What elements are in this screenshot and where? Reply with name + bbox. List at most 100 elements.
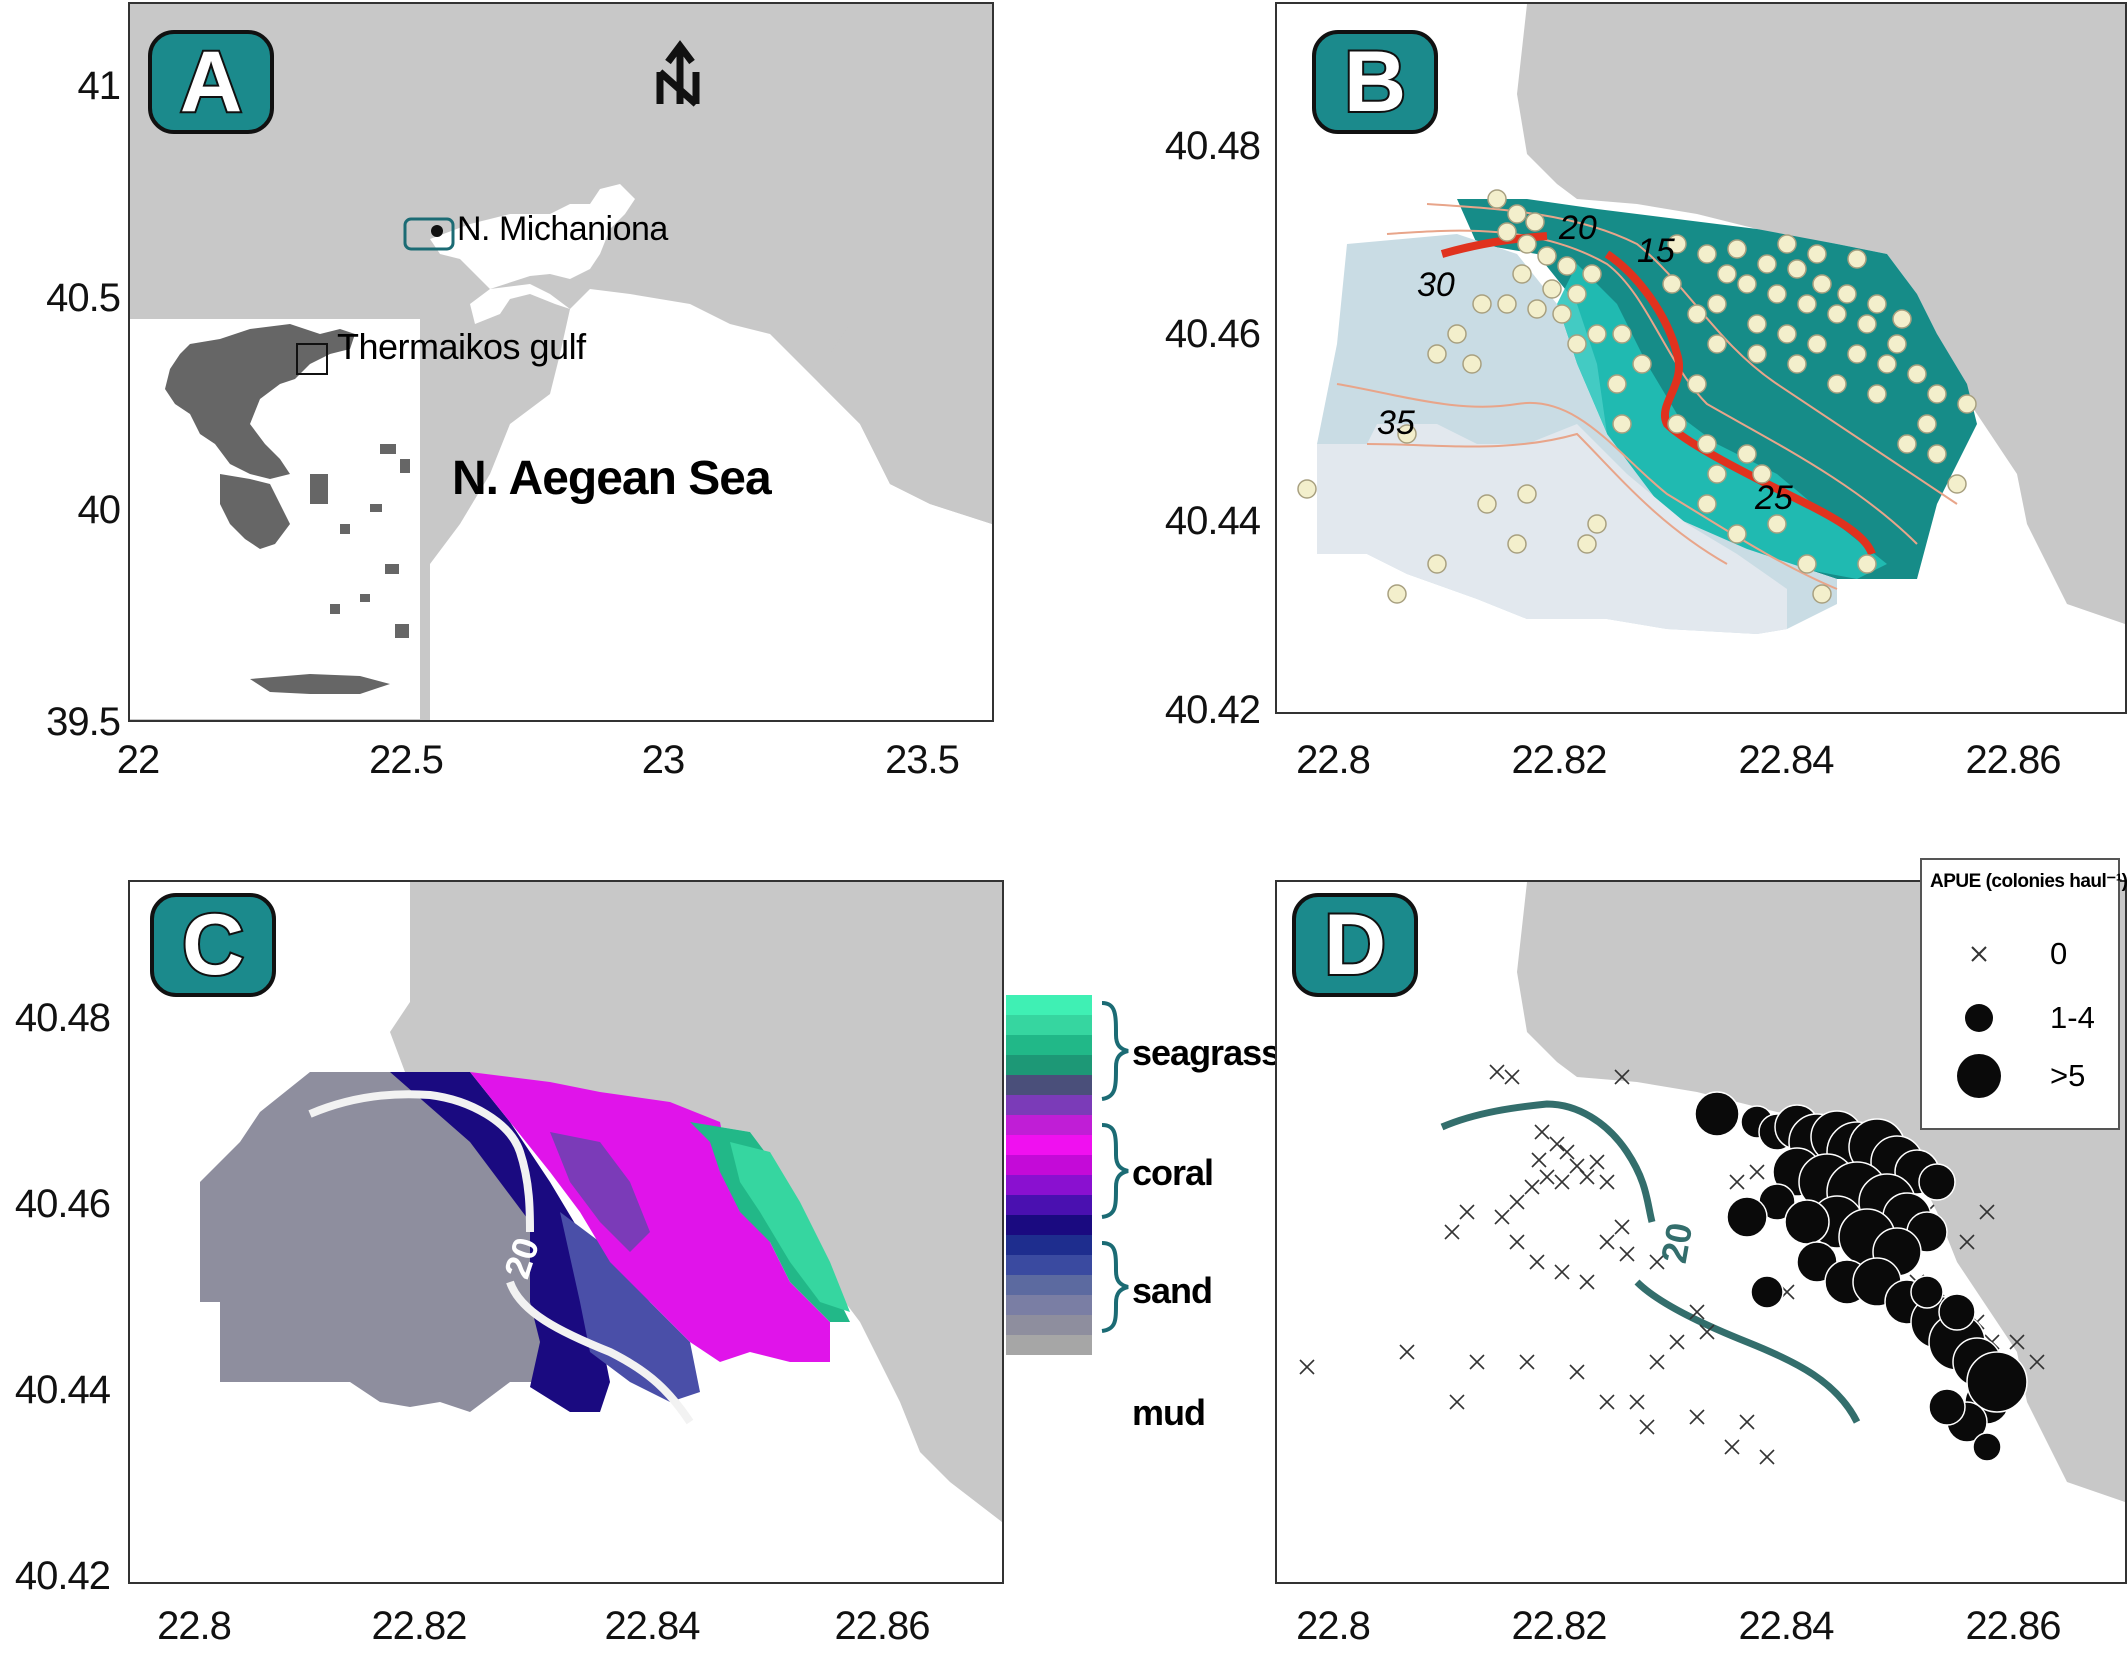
michaniona-marker xyxy=(431,225,443,237)
absence-marker xyxy=(1959,1234,1975,1250)
x-tick-label: 22.5 xyxy=(369,738,444,782)
panel-c-svg xyxy=(200,882,1002,1522)
michaniona-label: N. Michaniona xyxy=(457,210,668,248)
panel-label-badge: D xyxy=(1292,893,1418,997)
absence-marker xyxy=(1459,1204,1475,1220)
y-tick-label: 41 xyxy=(77,64,122,108)
absence-marker xyxy=(1639,1419,1655,1435)
contour-20m xyxy=(1440,1100,1861,1424)
apue-legend-0: 0 xyxy=(2050,936,2068,971)
panel-label: A xyxy=(178,32,244,132)
study-area-box xyxy=(403,217,455,251)
panel-label: D xyxy=(1322,895,1388,995)
absence-marker xyxy=(1589,1154,1605,1170)
sea-area xyxy=(430,289,992,720)
absence-marker xyxy=(1539,1169,1555,1185)
contour-label: 30 xyxy=(1417,266,1455,304)
sand-zone-blue xyxy=(560,1212,700,1402)
deepest-zone xyxy=(1317,424,1787,634)
peninsula xyxy=(820,294,992,524)
absence-marker xyxy=(1524,1179,1540,1195)
x-tick-label: 22.82 xyxy=(371,1604,467,1648)
legend-swatch xyxy=(1006,1135,1092,1156)
seagrass-zone-light xyxy=(730,1142,850,1312)
y-tick-label: 40.46 xyxy=(1164,312,1261,356)
legend-label-seagrass: seagrass xyxy=(1132,1032,1281,1073)
absence-marker xyxy=(1299,1359,1315,1375)
absence-marker xyxy=(1759,1449,1775,1465)
legend-swatch xyxy=(1006,1075,1092,1096)
x-tick-label: 22.82 xyxy=(1511,738,1607,782)
legend-swatch xyxy=(1006,1195,1092,1216)
absence-marker xyxy=(1504,1069,1520,1085)
presence-marker xyxy=(1750,1275,1784,1309)
y-tick-label: 40.44 xyxy=(14,1368,111,1412)
contour-label: 20 xyxy=(1652,1219,1701,1267)
absence-marker xyxy=(1469,1354,1485,1370)
absence-marker xyxy=(1534,1124,1550,1140)
panel-label-badge: B xyxy=(1312,30,1438,134)
contour-label: 20 xyxy=(1559,209,1597,247)
presence-marker xyxy=(1910,1275,1944,1309)
y-tick-label: 40.48 xyxy=(14,996,111,1040)
apue-legend-gt5: >5 xyxy=(2050,1058,2086,1093)
panel-b-svg xyxy=(1297,4,2125,634)
y-tick-label: 40.5 xyxy=(46,276,121,320)
coral-dark xyxy=(550,1132,650,1252)
x-tick-label: 22.86 xyxy=(1965,1604,2061,1648)
contour-label: 25 xyxy=(1755,479,1793,517)
absence-marker xyxy=(1599,1174,1615,1190)
apue-legend-title: APUE (colonies haul⁻¹) xyxy=(1930,871,2128,892)
x-tick-label: 22.86 xyxy=(1965,738,2061,782)
panel-label-badge: A xyxy=(148,30,274,134)
absence-marker xyxy=(1689,1409,1705,1425)
sea-label: N. Aegean Sea xyxy=(452,452,772,505)
apue-legend-symbols xyxy=(1957,946,2001,1098)
legend-swatch xyxy=(1006,1295,1092,1316)
absence-marker xyxy=(1689,1304,1705,1320)
absence-marker xyxy=(2009,1334,2025,1350)
presence-marker xyxy=(1938,1293,1976,1331)
x-tick-label: 22.82 xyxy=(1511,1604,1607,1648)
y-tick-label: 40.42 xyxy=(1164,688,1261,732)
presence-marker xyxy=(1918,1163,1956,1201)
legend-swatch xyxy=(1006,1175,1092,1196)
legend-swatch xyxy=(1006,1315,1092,1336)
presence-circles xyxy=(1694,1091,2028,1462)
x-tick-label: 23 xyxy=(641,738,686,782)
x-tick-label: 22.8 xyxy=(1296,1604,1371,1648)
absence-marker xyxy=(1509,1194,1525,1210)
x-tick-label: 22.8 xyxy=(157,1604,232,1648)
panel-b-map: 20 15 30 35 25 xyxy=(1275,2,2127,714)
absence-marker xyxy=(1669,1334,1685,1350)
absence-marker xyxy=(1739,1414,1755,1430)
legend-swatch xyxy=(1006,1035,1092,1056)
legend-swatch xyxy=(1006,995,1092,1016)
absence-marker xyxy=(1599,1234,1615,1250)
x-tick-label: 22.8 xyxy=(1296,738,1371,782)
legend-swatch xyxy=(1006,1015,1092,1036)
absence-marker xyxy=(1399,1344,1415,1360)
absence-marker xyxy=(1629,1394,1645,1410)
absence-marker xyxy=(1444,1224,1460,1240)
inset-peloponnese xyxy=(220,474,290,549)
absence-marker xyxy=(1494,1209,1510,1225)
inset-study-box xyxy=(296,343,328,375)
x-tick-label: 22.86 xyxy=(834,1604,930,1648)
absence-marker xyxy=(1554,1264,1570,1280)
panel-a-svg xyxy=(130,4,992,720)
absence-marker xyxy=(1724,1439,1740,1455)
absence-marker xyxy=(1729,1174,1745,1190)
absence-marker xyxy=(1614,1069,1630,1085)
legend-swatch xyxy=(1006,1115,1092,1136)
panel-c-map: 20 xyxy=(128,880,1004,1584)
y-tick-label: 40.42 xyxy=(14,1554,111,1598)
land-area xyxy=(390,882,1002,1522)
legend-swatch xyxy=(1006,1235,1092,1256)
inset-crete xyxy=(250,674,390,694)
legend-label-mud: mud xyxy=(1132,1392,1206,1433)
absence-marker xyxy=(1569,1364,1585,1380)
legend-label-sand: sand xyxy=(1132,1270,1213,1311)
red-20m-contour xyxy=(1440,232,1876,556)
x-tick-label: 22 xyxy=(116,738,161,782)
